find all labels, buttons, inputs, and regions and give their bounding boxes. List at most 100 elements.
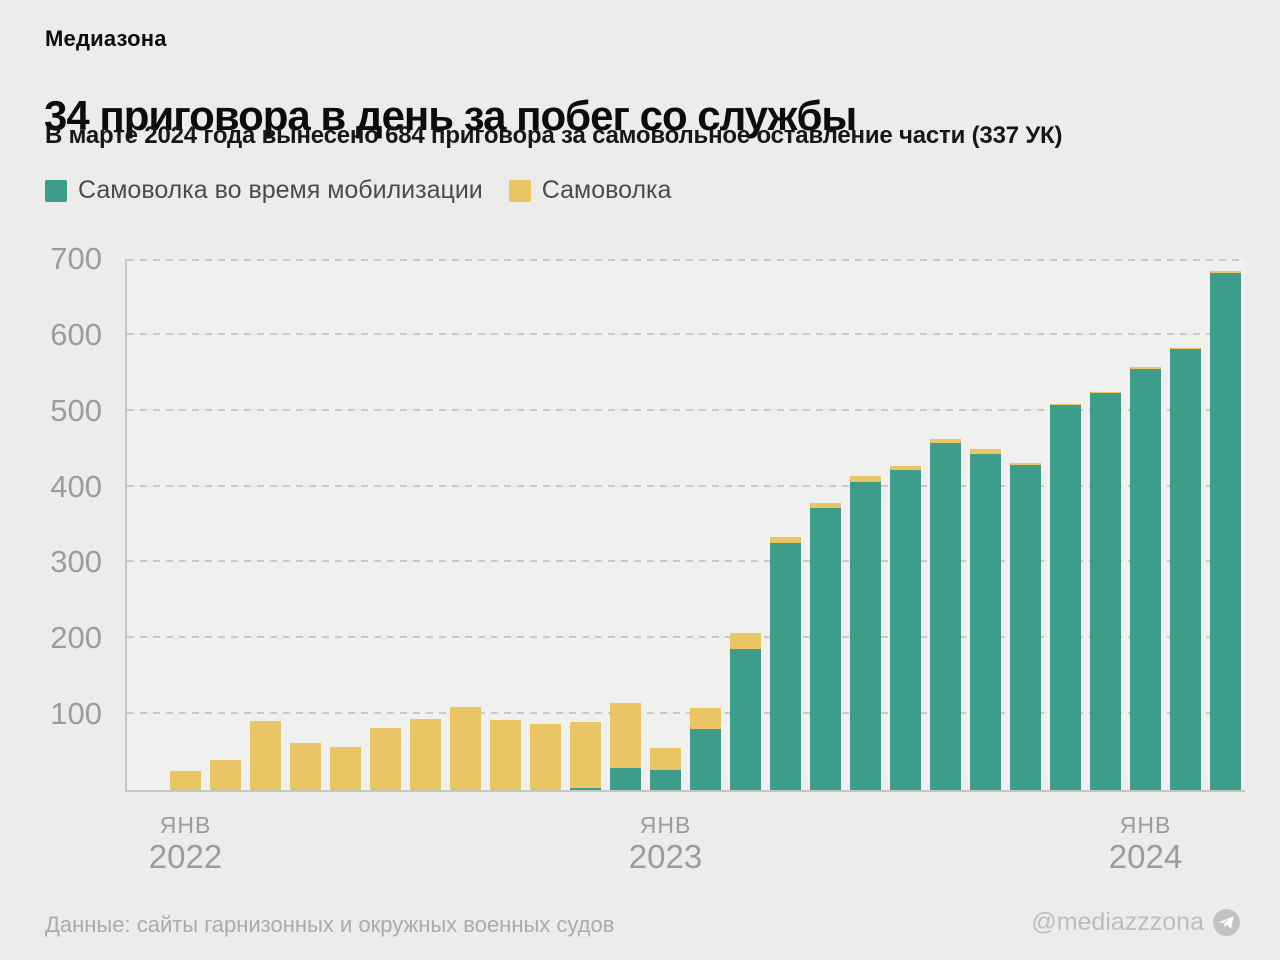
bar-segment-regular <box>1050 403 1081 406</box>
bar-segment-regular <box>690 708 721 730</box>
bar-мар-2024 <box>1210 271 1241 790</box>
bar-дек-2023 <box>1090 391 1121 790</box>
bar-янв-2024 <box>1130 367 1161 790</box>
bar-segment-regular <box>330 746 361 790</box>
bar-segment-mobilization <box>730 648 761 790</box>
gridline-100 <box>127 712 1245 715</box>
bar-окт-2023 <box>1010 463 1041 790</box>
bar-segment-regular <box>570 721 601 789</box>
bar-segment-regular <box>810 502 841 508</box>
y-axis-label-400: 400 <box>50 468 102 504</box>
bar-segment-regular <box>1170 347 1201 350</box>
bar-segment-regular <box>1010 463 1041 466</box>
social-handle: @mediazzzona <box>1031 908 1240 937</box>
legend-item-regular: Самоволка <box>508 176 672 205</box>
bar-segment-regular <box>650 747 681 771</box>
bar-сен-2023 <box>970 449 1001 790</box>
y-axis-label-100: 100 <box>50 696 102 732</box>
x-axis-month: янв <box>639 812 692 838</box>
bar-segment-mobilization <box>1210 272 1241 790</box>
x-axis-label-2022: янв 2022 <box>96 812 276 876</box>
bar-segment-regular <box>850 475 881 483</box>
bar-segment-mobilization <box>690 729 721 790</box>
page-title: 34 приговора в день за побег со службы <box>44 92 857 140</box>
legend-label-regular: Самоволка <box>541 176 672 204</box>
bar-segment-mobilization <box>570 788 601 790</box>
bar-фев-2022 <box>210 759 241 790</box>
legend-item-mobilization: Самоволка во время мобилизации <box>45 176 483 205</box>
bar-сен-2022 <box>490 720 521 790</box>
legend-swatch-mobilization <box>45 179 67 202</box>
bar-segment-mobilization <box>1130 369 1161 790</box>
telegram-icon <box>1213 909 1240 936</box>
bar-апр-2023 <box>770 537 801 790</box>
bar-segment-regular <box>370 727 401 790</box>
bar-segment-mobilization <box>1010 465 1041 790</box>
x-axis-year: 2024 <box>1108 838 1183 875</box>
legend-label-mobilization: Самоволка во время мобилизации <box>78 176 483 204</box>
x-axis-month: янв <box>1119 812 1172 838</box>
bar-мар-2023 <box>730 632 761 790</box>
x-axis-label-2023: янв 2023 <box>576 812 756 876</box>
bar-авг-2023 <box>930 438 961 790</box>
gridline-600 <box>127 332 1245 335</box>
bar-segment-regular <box>410 718 441 790</box>
bar-segment-regular <box>1210 271 1241 273</box>
gridline-200 <box>127 636 1245 639</box>
telegram-handle-text: @mediazzzona <box>1031 908 1204 936</box>
bar-segment-regular <box>890 466 921 470</box>
bar-segment-regular <box>210 759 241 790</box>
bar-segment-regular <box>490 720 521 790</box>
bar-окт-2022 <box>530 724 561 790</box>
gridline-500 <box>127 408 1245 411</box>
bar-апр-2022 <box>290 742 321 790</box>
bar-segment-mobilization <box>650 770 681 790</box>
bar-ноя-2023 <box>1050 403 1081 790</box>
x-axis-label-2024: янв 2024 <box>1056 812 1236 876</box>
brand-logo: Медиазона <box>45 26 167 51</box>
bar-segment-regular <box>610 702 641 769</box>
legend-swatch-regular <box>508 179 531 202</box>
bar-segment-regular <box>970 449 1001 454</box>
bar-segment-mobilization <box>930 443 961 790</box>
bar-segment-regular <box>770 537 801 543</box>
bar-segment-mobilization <box>850 482 881 790</box>
y-axis-label-700: 700 <box>50 241 102 276</box>
bar-segment-regular <box>930 438 961 444</box>
bar-segment-regular <box>1130 367 1161 369</box>
bar-фев-2023 <box>690 708 721 790</box>
gridline-700 <box>127 259 1245 261</box>
data-source-note: Данные: сайты гарнизонных и окружных вое… <box>45 912 615 937</box>
y-axis-label-600: 600 <box>50 316 102 352</box>
bar-дек-2022 <box>610 702 641 790</box>
bar-segment-mobilization <box>1090 393 1121 790</box>
bar-июн-2023 <box>850 475 881 790</box>
bar-segment-regular <box>530 724 561 790</box>
chart-subtitle: В марте 2024 года вынесено 684 приговора… <box>45 122 1063 149</box>
bar-янв-2022 <box>170 771 201 790</box>
gridline-400 <box>127 484 1245 487</box>
bar-фев-2024 <box>1170 347 1201 790</box>
bar-segment-mobilization <box>1050 405 1081 790</box>
y-axis-label-300: 300 <box>50 544 102 580</box>
bar-segment-regular <box>1090 391 1121 394</box>
x-axis-month: янв <box>159 812 212 838</box>
bar-май-2022 <box>330 746 361 790</box>
bar-май-2023 <box>810 502 841 790</box>
gridline-300 <box>127 560 1245 563</box>
bar-segment-mobilization <box>1170 349 1201 790</box>
bar-segment-mobilization <box>610 768 641 790</box>
bar-янв-2023 <box>650 747 681 790</box>
bar-июл-2023 <box>890 466 921 790</box>
bar-segment-regular <box>250 720 281 790</box>
plot-area: 100 200 300 400 500 600 700 янв 2022 янв 2023 янв 20… <box>50 243 1245 875</box>
bar-segment-mobilization <box>810 507 841 790</box>
bar-мар-2022 <box>250 720 281 790</box>
legend: Самоволка во время мобилизации Самоволка <box>45 176 671 205</box>
y-axis-label-200: 200 <box>50 620 102 656</box>
bar-segment-regular <box>290 742 321 790</box>
x-axis-year: 2023 <box>628 838 703 875</box>
bar-segment-regular <box>730 632 761 649</box>
bar-июн-2022 <box>370 727 401 790</box>
bar-segment-mobilization <box>770 542 801 790</box>
